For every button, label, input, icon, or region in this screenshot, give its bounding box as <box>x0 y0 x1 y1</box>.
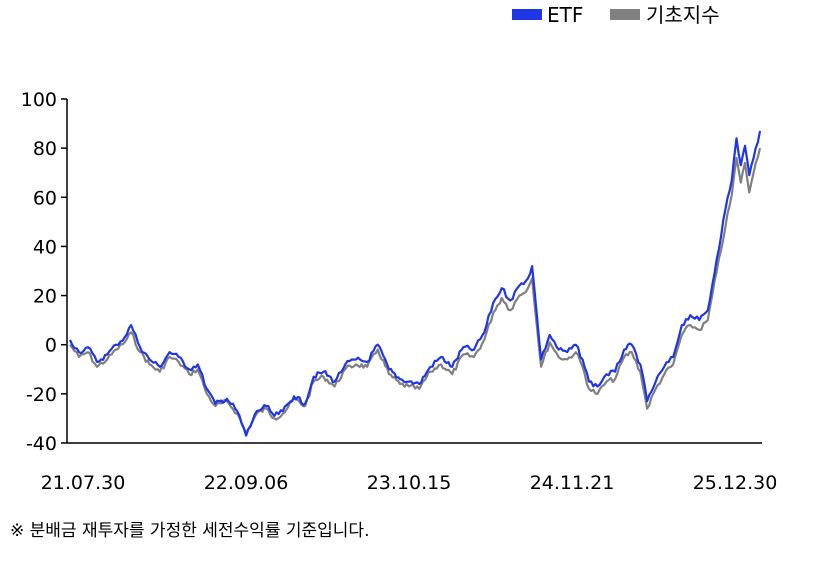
y-ticks: 100 80 60 40 20 0 -20 -40 <box>21 89 67 455</box>
y-tick-label: 80 <box>33 138 57 160</box>
series-line-base-index <box>69 147 762 435</box>
x-tick-label: 23.10.15 <box>367 472 452 494</box>
y-tick-label: 100 <box>21 89 57 111</box>
legend-label-etf: ETF <box>547 3 583 27</box>
y-tick-label: 40 <box>33 236 57 258</box>
y-tick-label: 60 <box>33 187 57 209</box>
y-tick-label: -40 <box>26 433 57 455</box>
x-tick-label: 24.11.21 <box>530 472 615 494</box>
x-ticks: 21.07.30 22.09.06 23.10.15 24.11.21 25.12.30 <box>41 472 778 494</box>
y-tick-label: 0 <box>45 335 57 357</box>
footnote: ※ 분배금 재투자를 가정한 세전수익률 기준입니다. <box>10 521 370 541</box>
x-tick-label: 21.07.30 <box>41 472 126 494</box>
legend-swatch-etf <box>512 9 542 20</box>
x-tick-label: 22.09.06 <box>204 472 289 494</box>
legend: ETF 기초지수 <box>512 3 720 27</box>
legend-swatch-base-index <box>610 9 640 20</box>
x-tick-label: 25.12.30 <box>693 472 778 494</box>
axes <box>66 99 762 444</box>
series-layer <box>68 130 762 437</box>
series-line-etf <box>68 130 762 437</box>
legend-label-base-index: 기초지수 <box>646 3 720 27</box>
y-tick-label: 20 <box>33 286 57 308</box>
y-tick-label: -20 <box>26 384 57 406</box>
